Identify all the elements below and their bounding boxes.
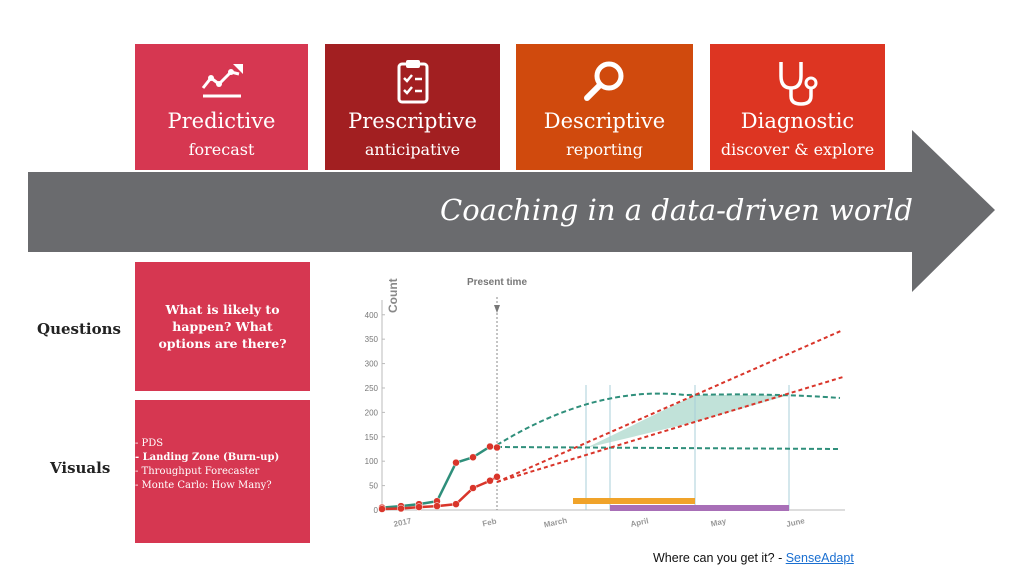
x-tick-label: May xyxy=(710,516,728,528)
series-point xyxy=(378,505,386,513)
y-tick-label: 300 xyxy=(365,360,379,369)
x-tick-label: March xyxy=(543,516,568,530)
projection-green-low xyxy=(496,446,841,450)
y-tick-label: 150 xyxy=(365,433,379,442)
card-descriptive: Descriptive reporting xyxy=(516,44,693,170)
card-subtitle: forecast xyxy=(188,140,255,159)
y-tick-label: 400 xyxy=(365,311,379,320)
series-point xyxy=(469,484,477,492)
series-point xyxy=(452,500,460,508)
forecast-bar-orange xyxy=(573,498,695,504)
series-point xyxy=(493,473,501,481)
projection-red-low xyxy=(496,376,844,483)
x-tick-label: Feb xyxy=(482,517,498,529)
card-prescriptive: Prescriptive anticipative xyxy=(325,44,500,170)
clipboard-checklist-icon xyxy=(325,58,500,108)
x-tick-label: April xyxy=(630,516,650,529)
list-item: - Landing Zone (Burn-up) xyxy=(135,452,280,463)
y-tick-label: 0 xyxy=(374,506,379,515)
questions-label: Questions xyxy=(37,320,121,338)
stethoscope-icon xyxy=(710,58,885,108)
card-diagnostic: Diagnostic discover & explore xyxy=(710,44,885,170)
footer-link[interactable]: SenseAdapt xyxy=(785,551,854,565)
y-axis-label: Count xyxy=(386,278,400,313)
burnup-chart: 0 50 100 150 200 250 300 350 400 2017 Feb March Apri… xyxy=(365,277,845,530)
series-point xyxy=(415,503,423,511)
series-point xyxy=(433,502,441,510)
magnifier-icon xyxy=(516,58,693,108)
card-subtitle: discover & explore xyxy=(720,140,875,159)
present-time-label: Present time xyxy=(467,277,527,288)
series-point xyxy=(486,476,494,485)
questions-text: What is likely to happen? What options a… xyxy=(158,302,287,351)
card-subtitle: reporting xyxy=(566,140,643,159)
y-tick-label: 350 xyxy=(365,335,379,344)
card-title: Prescriptive xyxy=(348,109,477,133)
visuals-box: - PDS - Landing Zone (Burn-up) - Through… xyxy=(135,400,310,543)
card-title: Predictive xyxy=(167,109,276,133)
projection-green-high xyxy=(496,392,841,446)
questions-box: What is likely to happen? What options a… xyxy=(135,262,310,391)
banner-text: Coaching in a data-driven world xyxy=(440,193,913,227)
series-point xyxy=(452,458,460,467)
trend-chart-icon xyxy=(135,58,308,108)
projection-red-high xyxy=(496,329,844,483)
list-item: - PDS xyxy=(135,438,164,449)
list-item: - Throughput Forecaster xyxy=(135,466,260,477)
series-point xyxy=(469,453,477,462)
forecast-bar-purple xyxy=(610,505,789,511)
footer: Where can you get it? - SenseAdapt xyxy=(653,551,854,565)
card-predictive: Predictive forecast xyxy=(135,44,308,170)
series-point xyxy=(486,442,494,451)
y-tick-label: 100 xyxy=(365,457,379,466)
series-point xyxy=(493,443,501,452)
series-line xyxy=(381,445,498,509)
card-subtitle: anticipative xyxy=(364,140,461,159)
series-point xyxy=(397,504,405,513)
footer-text: Where can you get it? - xyxy=(653,551,786,565)
y-tick-label: 50 xyxy=(369,482,378,491)
list-item: - Monte Carlo: How Many? xyxy=(135,480,272,491)
y-tick-label: 200 xyxy=(365,408,379,417)
card-title: Descriptive xyxy=(543,109,666,133)
banner-arrow-shape xyxy=(28,130,995,292)
x-tick-label: 2017 xyxy=(393,516,413,529)
x-tick-label: June xyxy=(785,516,806,529)
card-title: Diagnostic xyxy=(740,109,855,133)
y-tick-label: 250 xyxy=(365,384,379,393)
visuals-label: Visuals xyxy=(50,459,111,477)
present-time-marker xyxy=(494,305,500,313)
